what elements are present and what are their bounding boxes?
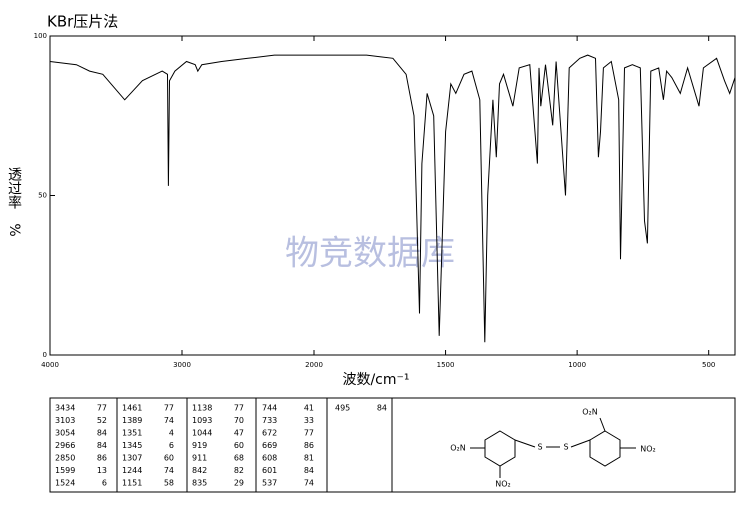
peak-transmittance: 13 [97, 466, 107, 475]
peak-wavenumber: 1345 [122, 441, 142, 450]
peak-wavenumber: 919 [192, 441, 207, 450]
structure-label: NO₂ [640, 445, 656, 454]
x-tick-label: 500 [702, 361, 715, 369]
y-tick-label: 100 [34, 32, 47, 40]
peak-transmittance: 84 [97, 429, 107, 438]
peak-transmittance: 77 [304, 429, 314, 438]
structure-label: S [563, 443, 568, 452]
peak-wavenumber: 1093 [192, 416, 212, 425]
x-tick-label: 2000 [305, 361, 323, 369]
peak-transmittance: 86 [304, 441, 314, 450]
peak-wavenumber: 1307 [122, 454, 142, 463]
peak-wavenumber: 537 [262, 479, 277, 488]
peak-wavenumber: 3103 [55, 416, 75, 425]
peak-transmittance: 6 [102, 479, 107, 488]
peak-transmittance: 86 [97, 454, 107, 463]
peak-transmittance: 81 [304, 454, 314, 463]
peak-wavenumber: 1138 [192, 404, 212, 413]
peak-transmittance: 84 [377, 404, 387, 413]
peak-transmittance: 33 [304, 416, 314, 425]
peak-wavenumber: 1599 [55, 466, 75, 475]
structure-label: S [537, 443, 542, 452]
peak-transmittance: 84 [304, 466, 314, 475]
peak-wavenumber: 2850 [55, 454, 75, 463]
structure-label: NO₂ [495, 480, 511, 489]
peak-wavenumber: 608 [262, 454, 277, 463]
peak-wavenumber: 669 [262, 441, 277, 450]
peak-wavenumber: 1244 [122, 466, 142, 475]
peak-wavenumber: 1461 [122, 404, 142, 413]
peak-transmittance: 77 [234, 404, 244, 413]
x-tick-label: 1500 [437, 361, 455, 369]
peak-transmittance: 60 [234, 441, 244, 450]
peak-wavenumber: 842 [192, 466, 207, 475]
y-tick-label: 50 [38, 192, 47, 200]
peak-transmittance: 74 [304, 479, 314, 488]
peak-transmittance: 58 [164, 479, 174, 488]
peak-transmittance: 4 [169, 429, 174, 438]
peak-wavenumber: 601 [262, 466, 277, 475]
peak-transmittance: 29 [234, 479, 244, 488]
peak-wavenumber: 911 [192, 454, 207, 463]
structure-label: O₂N [582, 408, 598, 417]
peak-wavenumber: 1524 [55, 479, 75, 488]
x-tick-label: 4000 [41, 361, 59, 369]
x-axis-label: 波数/cm⁻¹ [342, 372, 409, 388]
peak-transmittance: 47 [234, 429, 244, 438]
peak-transmittance: 70 [234, 416, 244, 425]
peak-wavenumber: 3054 [55, 429, 75, 438]
peak-transmittance: 41 [304, 404, 314, 413]
y-tick-label: 0 [43, 351, 47, 359]
peak-transmittance: 60 [164, 454, 174, 463]
y-axis-label: % [6, 223, 22, 236]
peak-wavenumber: 1044 [192, 429, 212, 438]
peak-wavenumber: 1151 [122, 479, 142, 488]
spectrum-line [49, 54, 736, 343]
peak-transmittance: 74 [164, 466, 174, 475]
peak-wavenumber: 1351 [122, 429, 142, 438]
title: KBr压片法 [47, 13, 118, 31]
peak-wavenumber: 835 [192, 479, 207, 488]
structure [470, 417, 636, 478]
peak-wavenumber: 2966 [55, 441, 75, 450]
x-tick-label: 1000 [568, 361, 586, 369]
peak-wavenumber: 495 [335, 404, 350, 413]
peak-transmittance: 6 [169, 441, 174, 450]
peak-transmittance: 82 [234, 466, 244, 475]
peak-wavenumber: 672 [262, 429, 277, 438]
plot-frame [49, 35, 736, 356]
x-tick-label: 3000 [173, 361, 191, 369]
watermark: 物竞数据库 [285, 234, 455, 274]
peak-wavenumber: 3434 [55, 404, 75, 413]
peak-transmittance: 77 [97, 404, 107, 413]
peak-transmittance: 77 [164, 404, 174, 413]
peak-transmittance: 74 [164, 416, 174, 425]
peak-transmittance: 68 [234, 454, 244, 463]
y-axis-label: 透过率 [6, 167, 22, 209]
structure-label: O₂N [450, 444, 466, 453]
peak-transmittance: 52 [97, 416, 107, 425]
peak-wavenumber: 1389 [122, 416, 142, 425]
peak-wavenumber: 744 [262, 404, 277, 413]
peak-wavenumber: 733 [262, 416, 277, 425]
peak-transmittance: 84 [97, 441, 107, 450]
